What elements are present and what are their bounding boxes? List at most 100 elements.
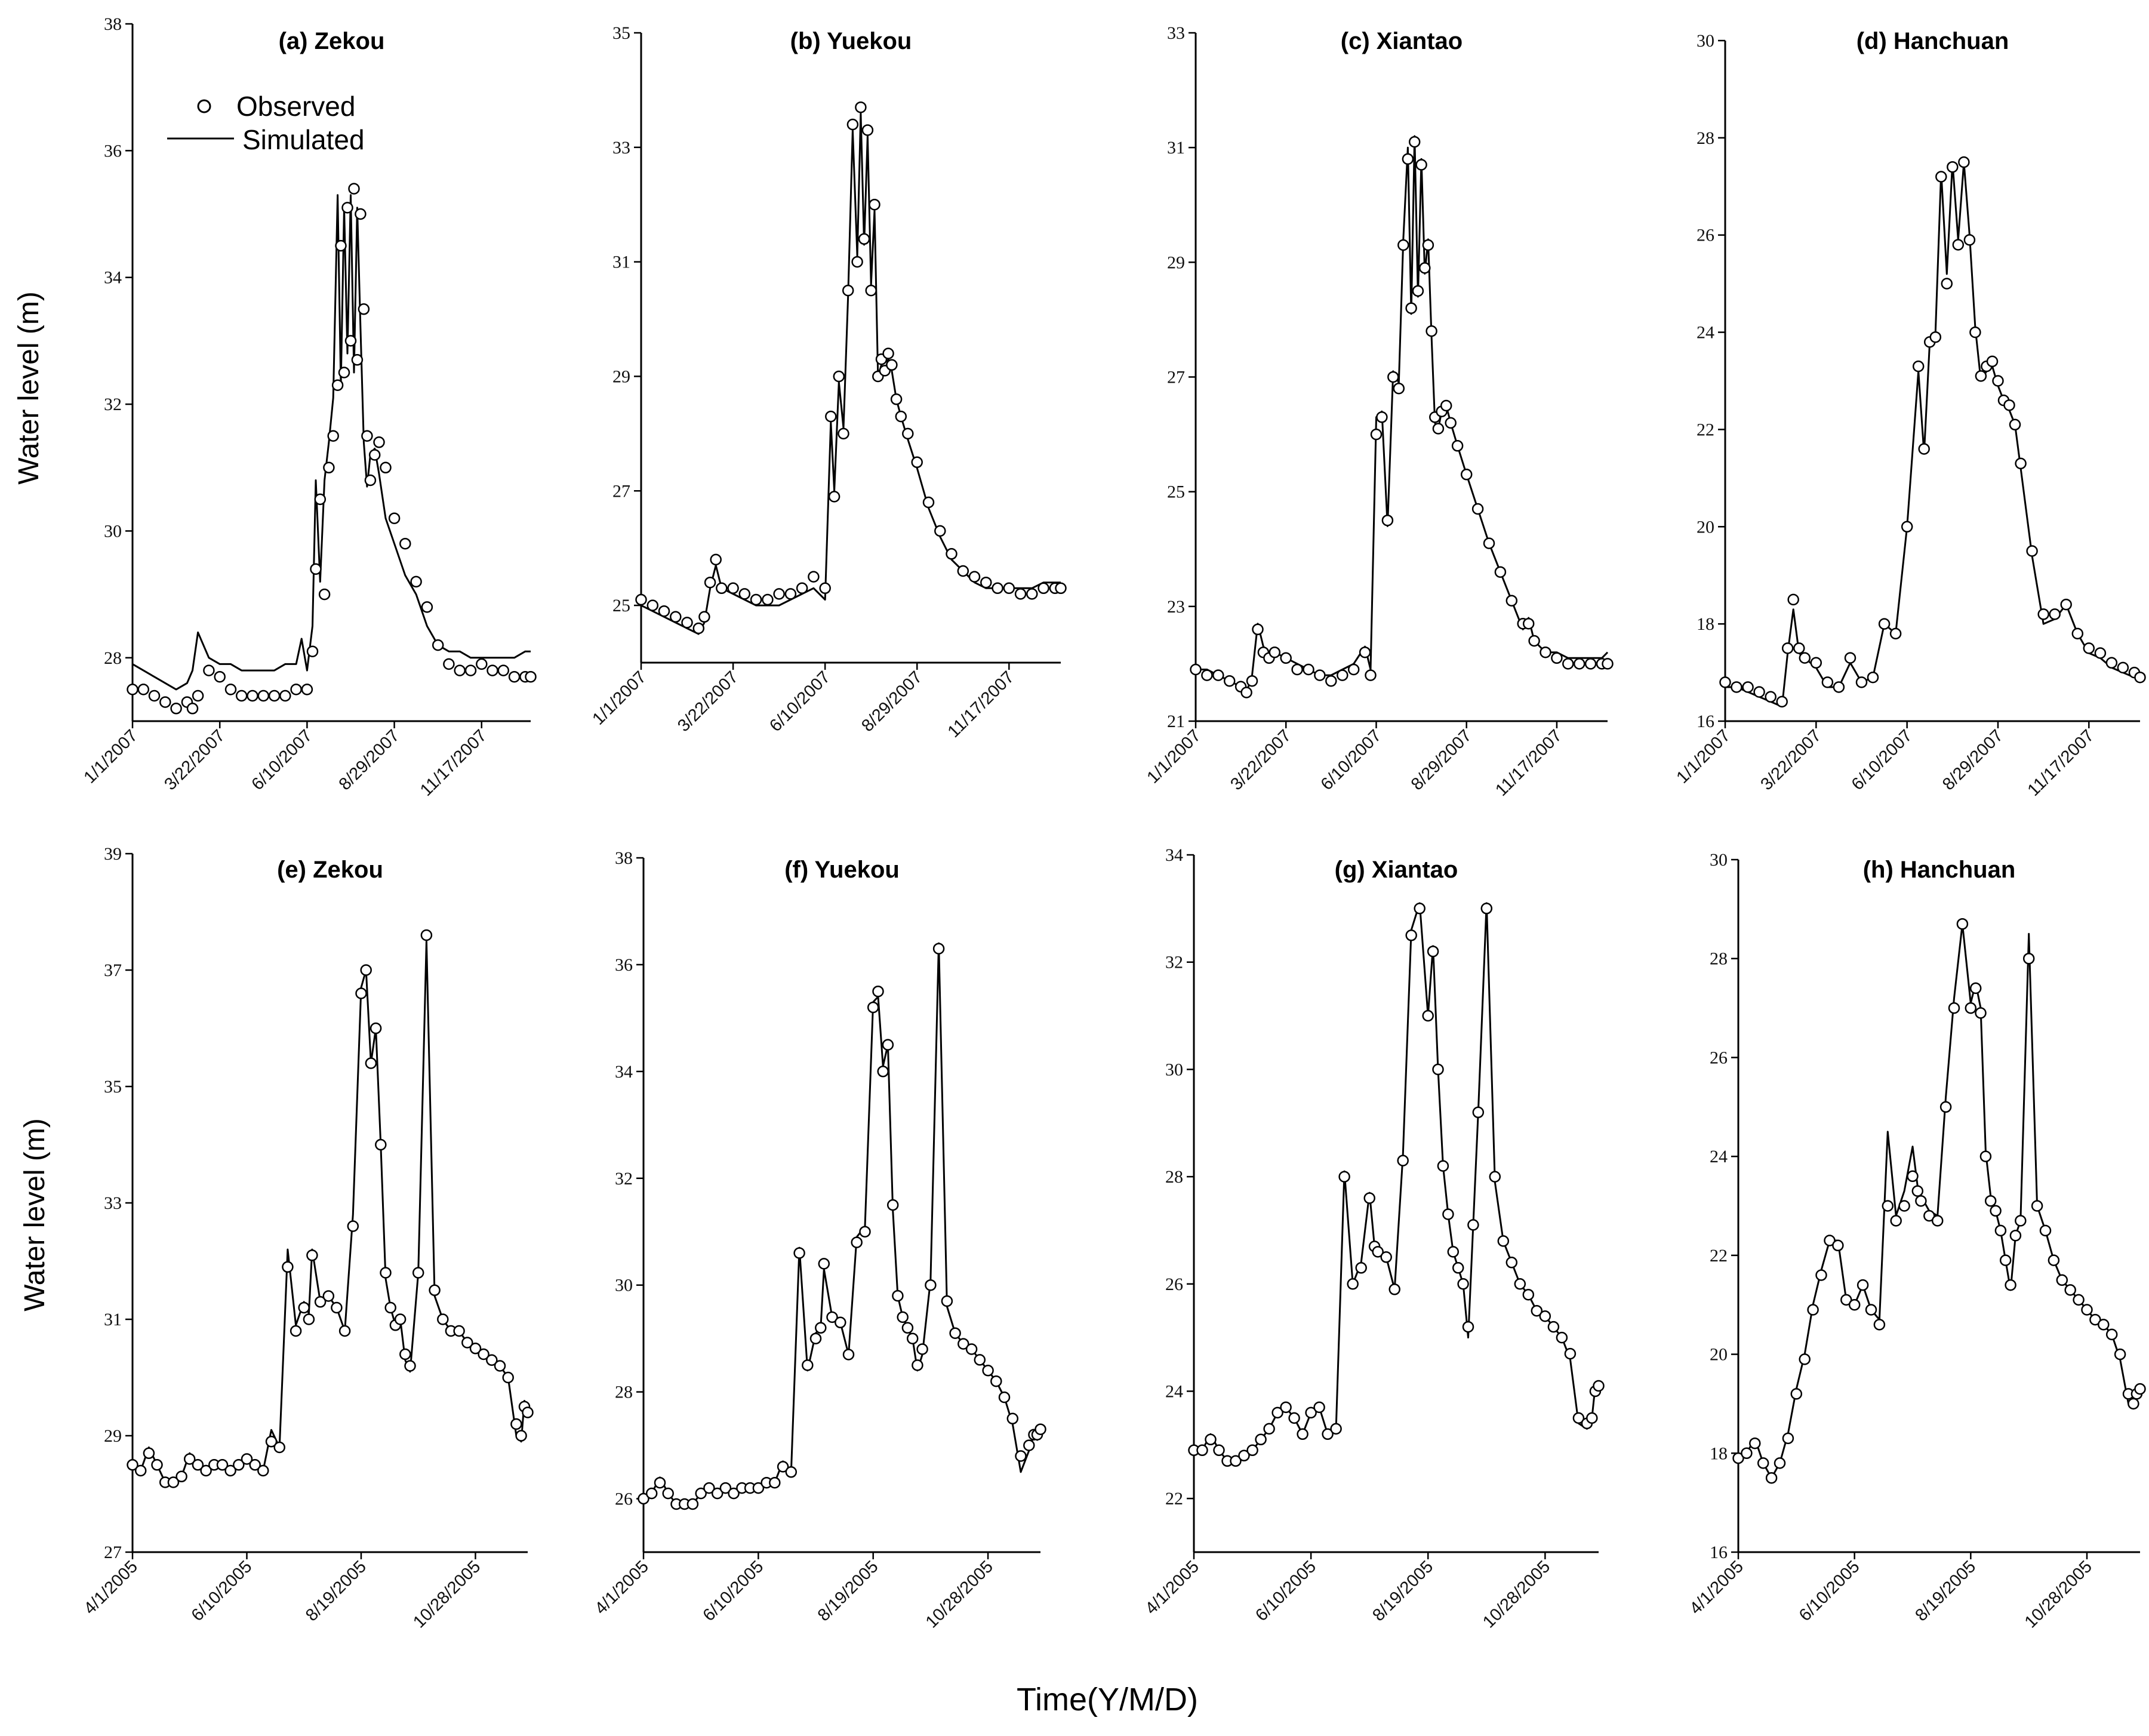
observed-point [869, 198, 880, 211]
observed-point [306, 1249, 318, 1261]
panel-title: (b) Yuekou [790, 28, 912, 54]
observed-point [1432, 423, 1445, 435]
observed-point [1037, 582, 1049, 595]
observed-point [2039, 1224, 2052, 1237]
x-tick-label: 4/1/2005 [1141, 1557, 1202, 1618]
y-tick-label: 25 [612, 596, 630, 615]
ylabel-bottom: Water level (m) [19, 1118, 51, 1312]
observed-point [384, 1301, 396, 1314]
observed-point [974, 1354, 986, 1366]
observed-point [388, 512, 401, 524]
observed-point [404, 1360, 416, 1372]
observed-point [658, 605, 670, 617]
y-tick-label: 22 [1697, 420, 1714, 439]
observed-point [454, 664, 466, 676]
observed-point [872, 985, 884, 998]
observed-point [2081, 1304, 2093, 1316]
observed-point [1035, 1423, 1046, 1435]
y-tick-label: 24 [1165, 1381, 1183, 1401]
y-tick-label: 24 [1697, 323, 1714, 343]
y-tick-label: 28 [615, 1383, 633, 1402]
observed-point [902, 427, 914, 440]
observed-point [1380, 1251, 1392, 1263]
observed-point [1731, 681, 1742, 693]
observed-point [946, 548, 957, 560]
observed-point [1551, 652, 1563, 664]
legend-observed-marker [197, 99, 211, 113]
observed-point [2022, 952, 2035, 965]
simulated-line [641, 112, 1061, 635]
x-tick-label: 10/28/2005 [922, 1557, 997, 1632]
observed-point [1412, 285, 1424, 297]
observed-point [1878, 618, 1891, 630]
observed-point [344, 335, 357, 347]
x-tick-label: 8/19/2005 [1911, 1557, 1979, 1625]
observed-point [1528, 635, 1540, 647]
y-tick-label: 30 [615, 1276, 633, 1295]
observed-point [322, 1290, 335, 1302]
observed-point [327, 430, 339, 442]
observed-point [646, 599, 659, 611]
observed-point [394, 1313, 407, 1325]
observed-point [922, 496, 935, 509]
observed-point [773, 588, 785, 600]
observed-point [990, 1375, 1002, 1387]
x-tick-label: 8/19/2005 [302, 1557, 370, 1625]
panel-title: (g) Xiantao [1335, 857, 1458, 883]
observed-point [882, 1039, 894, 1051]
y-tick-label: 30 [104, 521, 122, 541]
observed-point [338, 367, 350, 378]
observed-point [1387, 371, 1399, 383]
observed-point [1915, 1195, 1927, 1207]
observed-point [949, 1327, 961, 1339]
y-tick-label: 20 [1710, 1345, 1728, 1365]
observed-point [1238, 1449, 1250, 1462]
observed-point [1562, 658, 1574, 670]
observed-point [2134, 671, 2146, 684]
observed-point [249, 1459, 261, 1471]
x-tick-label: 11/17/2007 [1492, 726, 1566, 800]
y-tick-label: 32 [104, 395, 122, 414]
observed-point [1201, 669, 1213, 681]
y-tick-label: 31 [1167, 138, 1185, 158]
y-tick-label: 27 [104, 1543, 122, 1562]
observed-point [877, 1066, 889, 1078]
y-tick-label: 27 [1167, 368, 1185, 387]
observed-point [268, 690, 281, 702]
y-tick-label: 28 [104, 648, 122, 668]
observed-point [895, 410, 907, 423]
observed-point [1497, 1235, 1510, 1247]
x-tick-label: 8/29/2007 [1408, 726, 1476, 794]
observed-point [216, 1459, 229, 1471]
observed-point [1958, 156, 1970, 168]
observed-point [638, 1492, 649, 1505]
observed-point [476, 658, 488, 670]
observed-point [890, 393, 903, 405]
observed-point [1246, 1444, 1258, 1457]
observed-point [1325, 675, 1337, 687]
observed-point [802, 1359, 814, 1371]
observed-point [364, 474, 377, 487]
observed-point [906, 1332, 919, 1344]
observed-point [1414, 903, 1426, 915]
observed-point [2060, 598, 2072, 611]
x-tick-label: 11/17/2007 [944, 667, 1018, 741]
x-tick-label: 1/1/2007 [1673, 726, 1734, 787]
observed-point [1505, 1257, 1518, 1269]
x-tick-label: 1/1/2007 [1143, 726, 1204, 787]
observed-point [1055, 582, 1067, 595]
observed-point [1014, 588, 1027, 600]
x-tick-label: 10/28/2005 [2021, 1557, 2096, 1632]
observed-point [1776, 695, 1788, 708]
observed-point [645, 1487, 658, 1500]
simulated-line [1194, 902, 1600, 1462]
x-tick-label: 8/29/2007 [858, 667, 926, 735]
observed-point [859, 1226, 871, 1238]
observed-point [522, 1406, 534, 1418]
observed-point [957, 1338, 969, 1350]
observed-point [314, 1296, 327, 1308]
observed-point [727, 582, 739, 595]
observed-point [1990, 1205, 2002, 1217]
observed-point [826, 1311, 838, 1323]
observed-point [1975, 1007, 1987, 1019]
